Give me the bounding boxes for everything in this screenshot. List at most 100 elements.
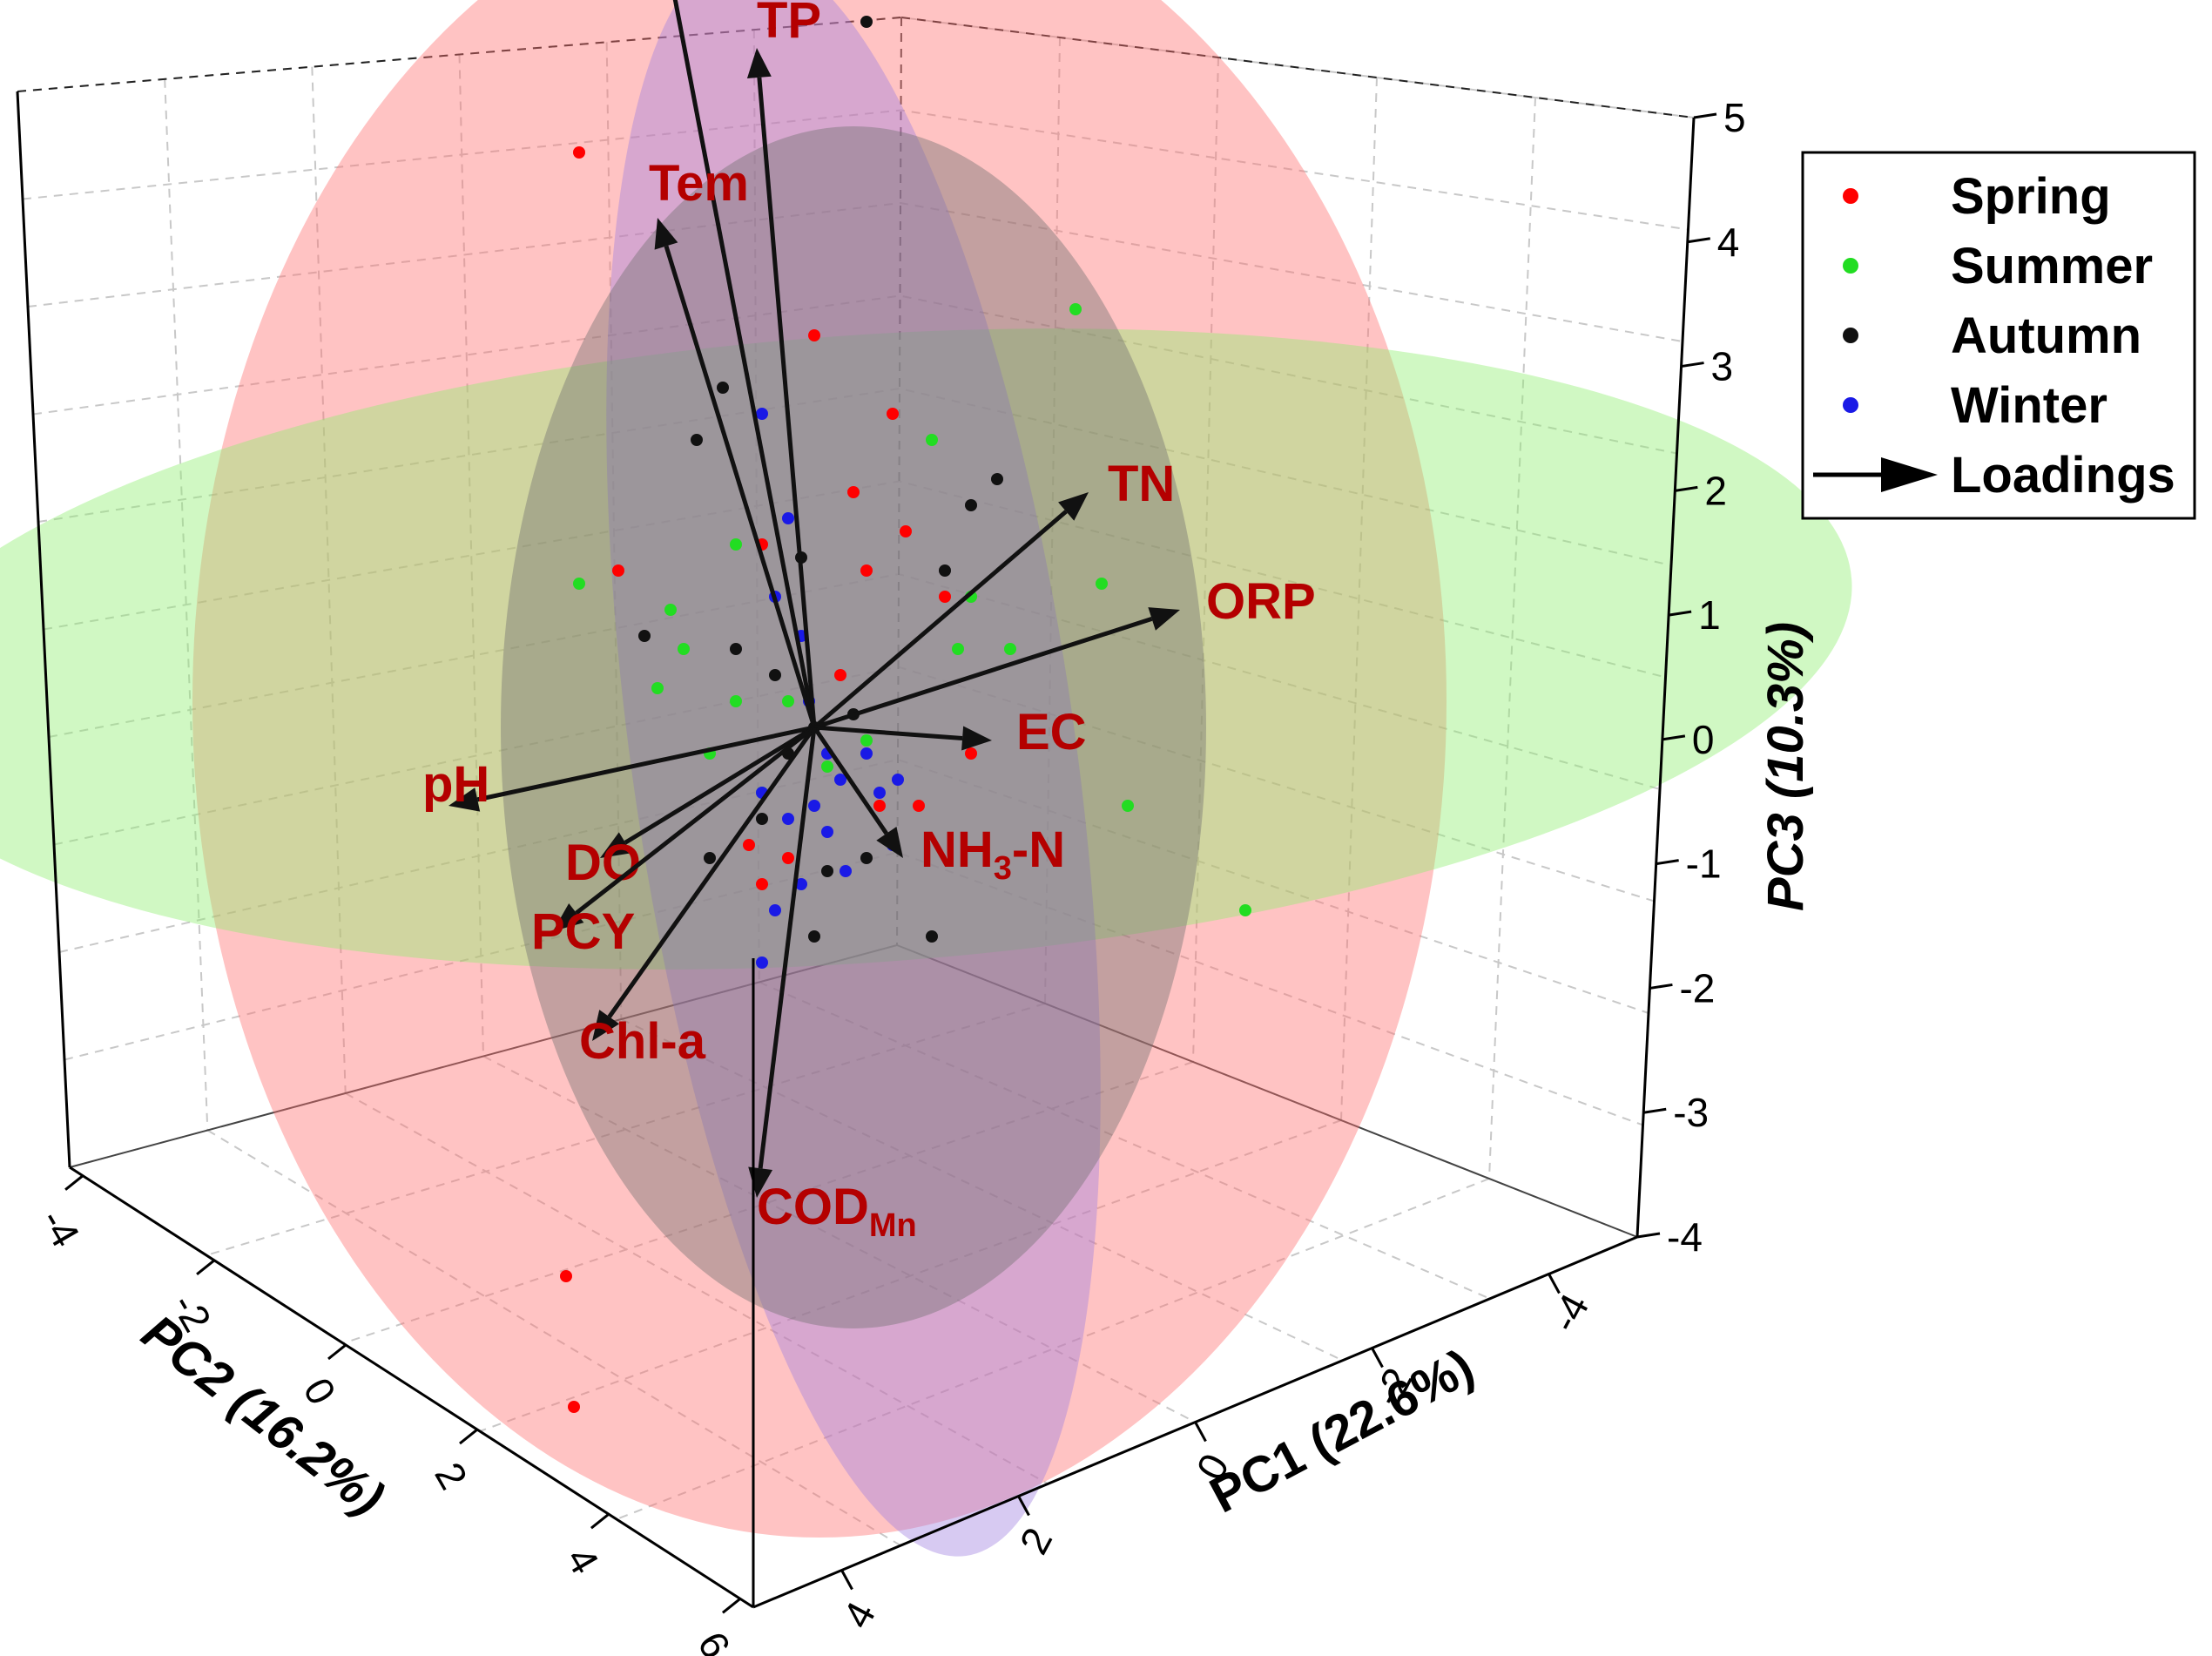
point-autumn — [860, 852, 873, 864]
loading-arrow-shaft — [672, 0, 817, 728]
z-tick-label: 3 — [1711, 344, 1734, 389]
point-summer — [860, 734, 873, 747]
point-spring — [743, 839, 755, 851]
loading-label: Chl-a — [579, 1013, 706, 1070]
loading-arrow-shaft — [664, 245, 817, 728]
box-edge-back — [896, 17, 902, 946]
loading-label: ORP — [1206, 573, 1316, 630]
grid-line-vertical — [1044, 37, 1061, 1004]
z-tick-label: 4 — [1717, 220, 1740, 265]
loading-arrow-shaft — [476, 725, 815, 802]
point-spring — [782, 852, 794, 864]
point-spring — [913, 800, 925, 812]
point-spring — [568, 1401, 580, 1413]
legend-marker-spring — [1843, 188, 1858, 204]
z-tick-label: -3 — [1673, 1090, 1709, 1135]
loading-label: EC — [1016, 704, 1087, 760]
point-autumn — [926, 930, 938, 943]
legend-marker-autumn — [1843, 328, 1858, 343]
legend-label-spring: Spring — [1951, 168, 2111, 225]
grid-line-vertical — [1340, 77, 1378, 1121]
z-tick-mark — [1693, 112, 1717, 119]
loading-vectors: TurTP Tem TN ORP EC NH3-N pH DO PCY Chl-a CODMn — [422, 0, 1316, 1244]
point-summer — [573, 578, 585, 590]
point-autumn — [638, 630, 651, 642]
loading-label: TP — [757, 0, 821, 49]
grid-line-horizontal — [43, 480, 1666, 679]
legend-arrow-head — [1881, 457, 1938, 492]
point-spring — [900, 525, 912, 537]
y-tick-mark — [721, 1598, 741, 1614]
ellipse-spring — [192, 0, 1447, 1538]
loading-arrow-head — [961, 726, 992, 751]
loading-arrow-head — [654, 218, 678, 250]
loading-label: CODMn — [757, 1179, 917, 1244]
point-autumn — [756, 813, 768, 825]
point-autumn — [860, 16, 873, 28]
loading-arrow-shaft — [607, 726, 817, 1018]
loading-tur: Tur — [672, 0, 817, 728]
point-spring — [612, 564, 624, 577]
point-summer — [1069, 303, 1082, 315]
point-winter — [821, 826, 833, 838]
point-autumn — [821, 865, 833, 877]
y-tick-label: 4 — [557, 1539, 608, 1581]
score-points — [560, 16, 1251, 1413]
loading-arrow-shaft — [624, 725, 816, 845]
point-summer — [926, 434, 938, 446]
loading-chl-a: Chl-a — [579, 726, 817, 1070]
point-spring — [887, 408, 899, 420]
point-winter — [808, 800, 820, 812]
grid-line-horizontal — [22, 109, 1689, 231]
ellipse-winter — [606, 0, 1101, 1557]
box-edge-left — [16, 91, 71, 1168]
legend-label-winter: Winter — [1951, 377, 2107, 434]
point-summer — [730, 538, 742, 551]
point-spring — [860, 564, 873, 577]
loading-label: NH3-N — [921, 821, 1065, 887]
legend-label-loadings: Loadings — [1951, 447, 2175, 504]
grid-line-floor — [345, 1092, 1049, 1485]
y-axis-title: PC2 (16.2%) — [132, 1304, 395, 1527]
point-winter — [756, 956, 768, 969]
z-tick-mark — [1642, 1107, 1667, 1114]
box-edge-back — [900, 17, 1695, 118]
grid-line-horizontal — [27, 201, 1683, 342]
z-tick-label: -4 — [1667, 1214, 1703, 1260]
point-autumn — [717, 382, 729, 394]
point-summer — [1239, 904, 1251, 916]
y-tick-mark — [459, 1428, 478, 1445]
x-tick-mark — [840, 1569, 853, 1591]
loading-pcy: PCY — [531, 726, 816, 960]
grid-line-floor — [759, 981, 1491, 1300]
loading-tn: TN — [813, 456, 1175, 729]
loading-arrow-head — [1148, 607, 1180, 631]
grid-line-horizontal — [64, 851, 1643, 1126]
grid-line-floor — [206, 1003, 1046, 1256]
season-ellipses — [0, 0, 1852, 1557]
point-winter — [892, 774, 904, 786]
point-autumn — [939, 564, 951, 577]
point-winter — [756, 408, 768, 420]
loading-arrow-head — [876, 827, 903, 858]
y-tick-mark — [64, 1174, 84, 1191]
back-left-pane — [17, 17, 901, 1167]
point-spring — [808, 329, 820, 341]
loading-tp: TP — [746, 0, 821, 728]
loading-tem: Tem — [649, 155, 817, 728]
point-summer — [821, 760, 833, 773]
grid-line-floor — [620, 1018, 1344, 1362]
loading-arrow-head — [553, 903, 584, 931]
x-tick-label: 4 — [833, 1594, 884, 1635]
point-summer — [651, 682, 664, 694]
z-tick-label: 0 — [1692, 717, 1715, 762]
point-summer — [1122, 800, 1134, 812]
back-right-pane — [897, 17, 1694, 1237]
point-summer — [664, 604, 677, 616]
loading-label: DO — [565, 835, 641, 891]
loading-ph: pH — [422, 725, 815, 813]
z-tick-mark — [1662, 734, 1686, 741]
point-spring — [560, 1270, 572, 1282]
z-tick-mark — [1687, 237, 1711, 244]
z-tick-label: 2 — [1704, 468, 1727, 513]
